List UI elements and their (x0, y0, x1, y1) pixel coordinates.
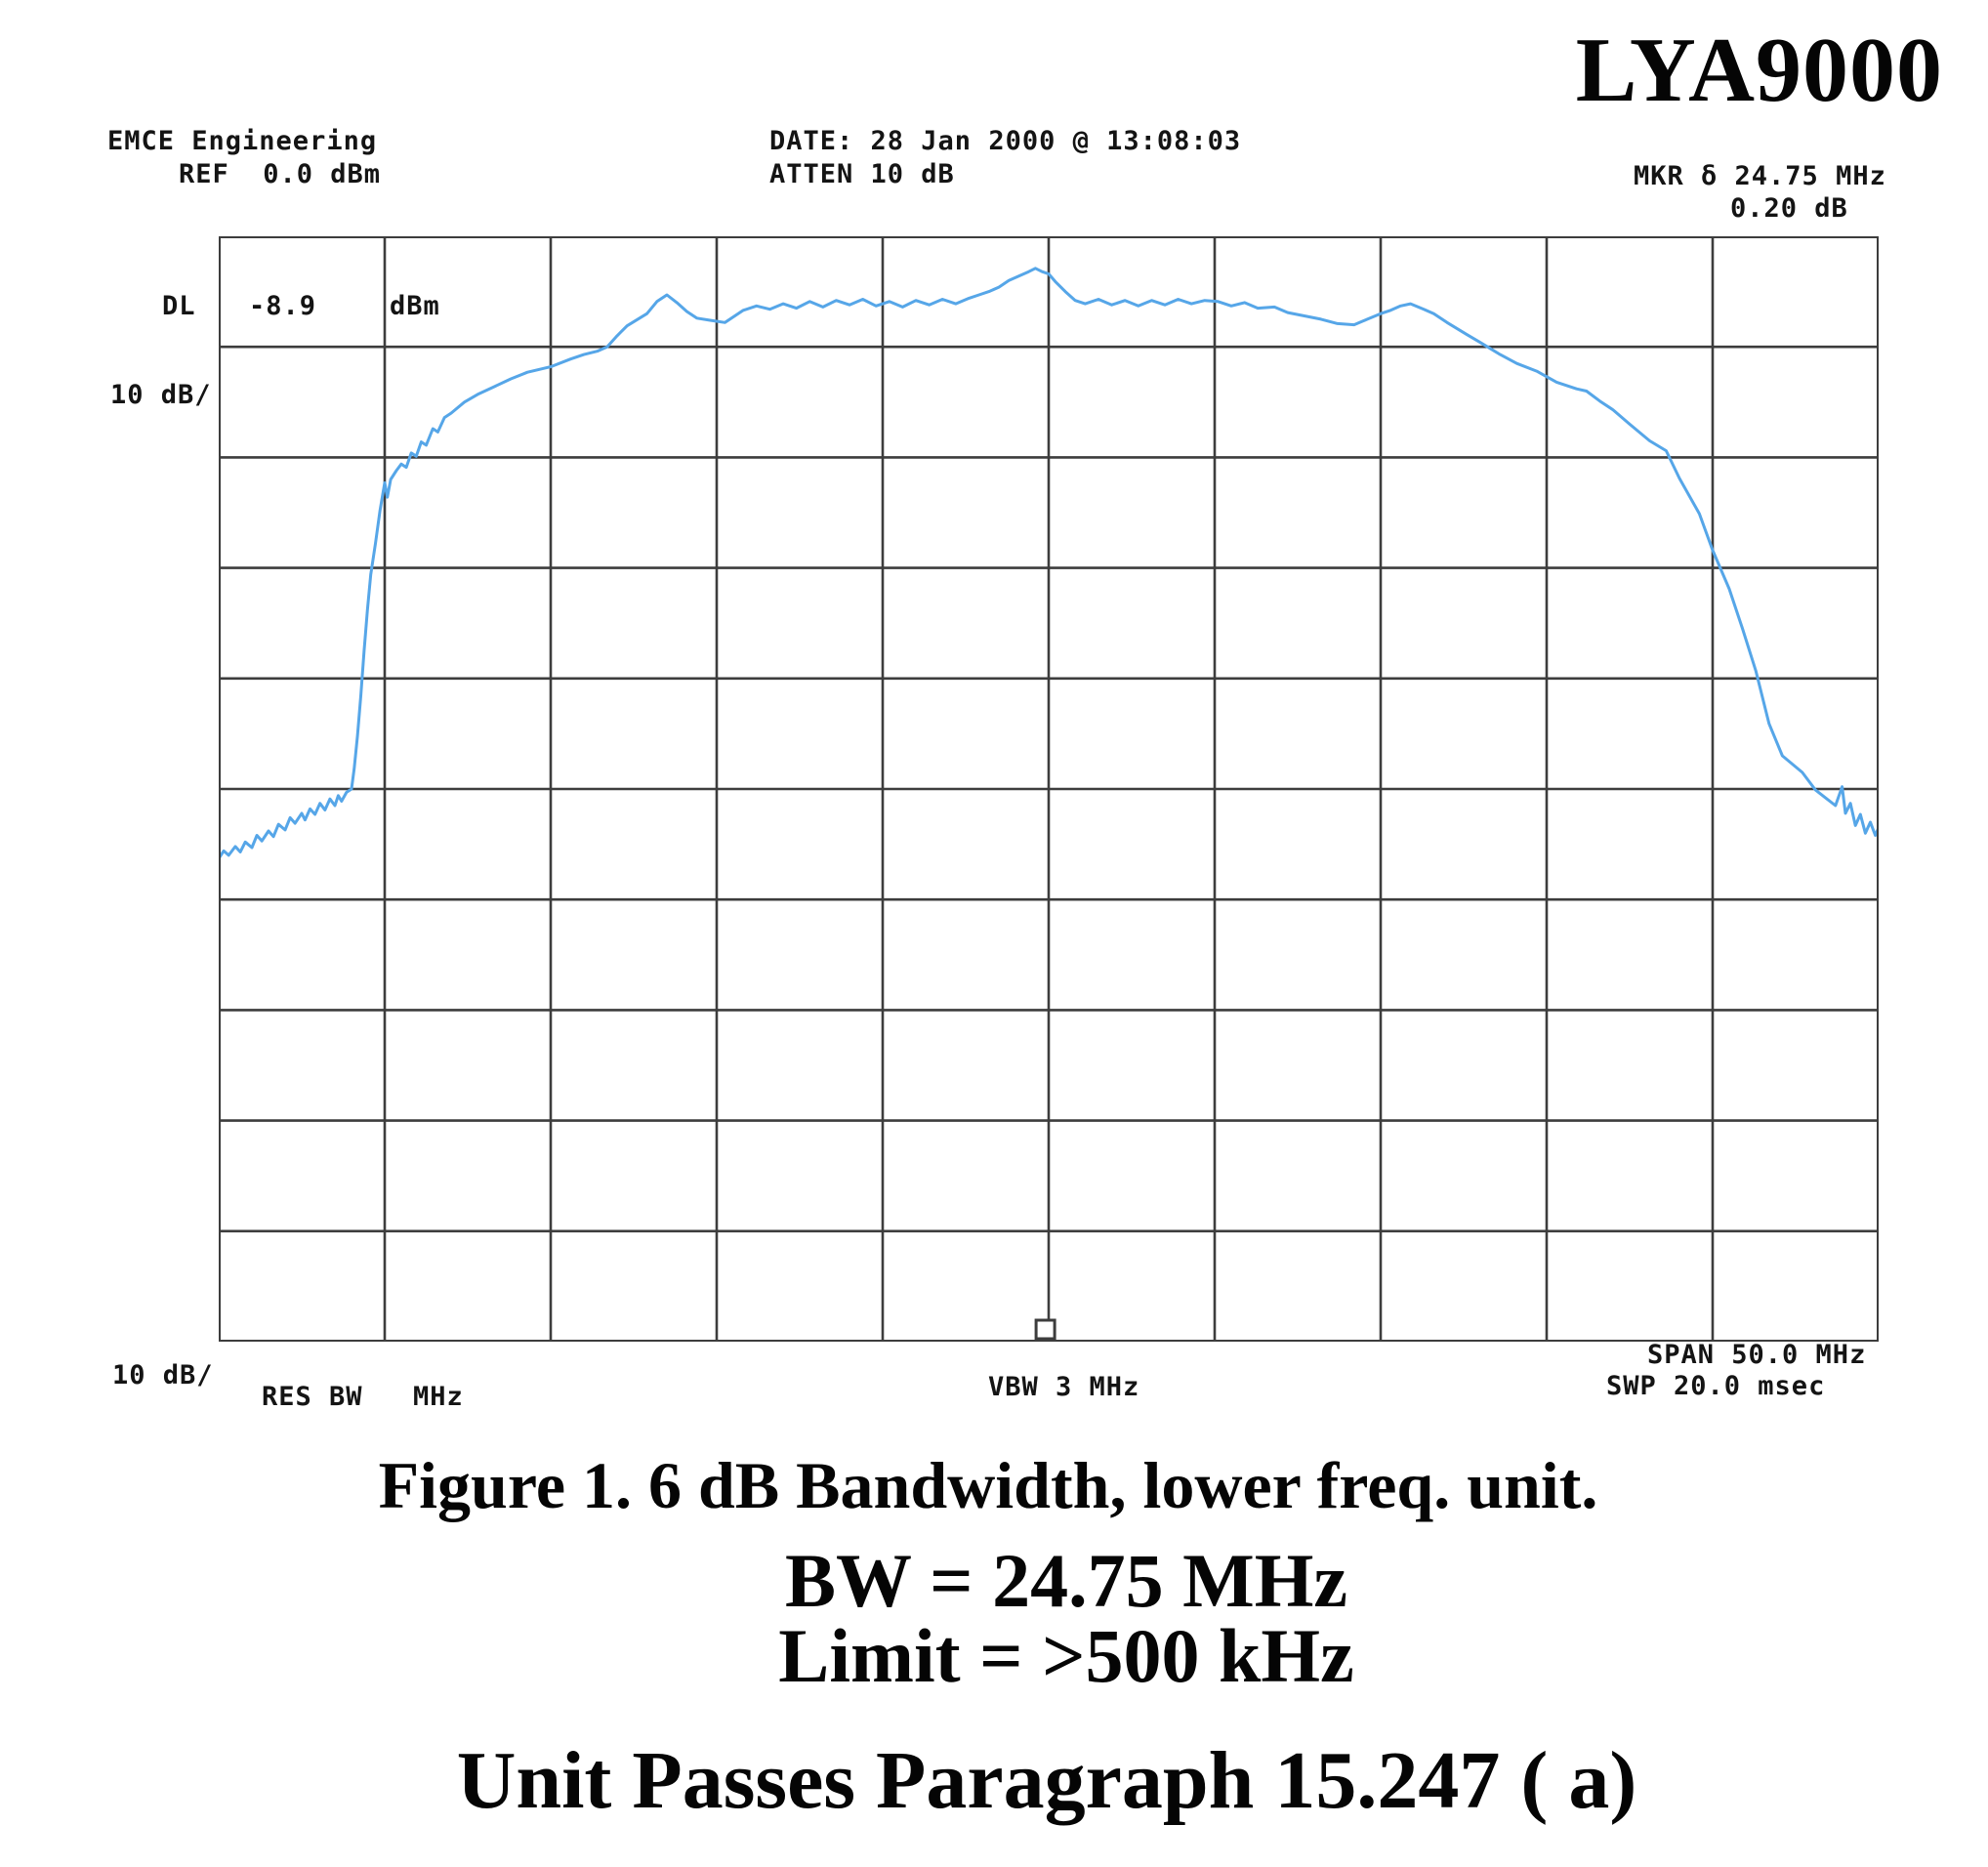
spectrum-chart (219, 236, 1879, 1342)
marker-square-icon (1034, 1318, 1056, 1341)
res-bw-unit: MHz (413, 1382, 464, 1412)
company-name-label: EMCE Engineering (107, 126, 378, 156)
marker-readout: MKR δ 24.75 MHz (1634, 161, 1886, 191)
scale-per-div-label-bottom: 10 dB/ (112, 1360, 214, 1390)
display-line-unit: dBm (390, 291, 440, 321)
atten-readout: ATTEN 10 dB (769, 159, 955, 189)
spectrum-trace (219, 267, 1879, 860)
chart-grid (219, 236, 1879, 1342)
sweep-readout: SWP 20.0 msec (1606, 1371, 1826, 1401)
result-caption: Unit Passes Paragraph 15.247 ( a) (456, 1735, 1637, 1826)
vbw-readout: VBW 3 MHz (988, 1372, 1140, 1402)
limit-caption: Limit = >500 kHz (778, 1613, 1354, 1698)
marker-delta-readout: 0.20 dB (1730, 193, 1848, 224)
date-readout: DATE: 28 Jan 2000 @ 13:08:03 (769, 126, 1242, 156)
res-bw-label: RES BW (262, 1382, 363, 1412)
bandwidth-caption: BW = 24.75 MHz (785, 1538, 1347, 1623)
display-line-value: -8.9 (249, 291, 317, 321)
span-readout: SPAN 50.0 MHz (1647, 1340, 1867, 1370)
device-model-title: LYA9000 (1575, 20, 1943, 121)
scale-per-div-label-top: 10 dB/ (110, 380, 212, 410)
figure-caption: Figure 1. 6 dB Bandwidth, lower freq. un… (378, 1448, 1598, 1522)
ref-level-readout: REF 0.0 dBm (179, 159, 382, 189)
display-line-label: DL (162, 291, 196, 321)
